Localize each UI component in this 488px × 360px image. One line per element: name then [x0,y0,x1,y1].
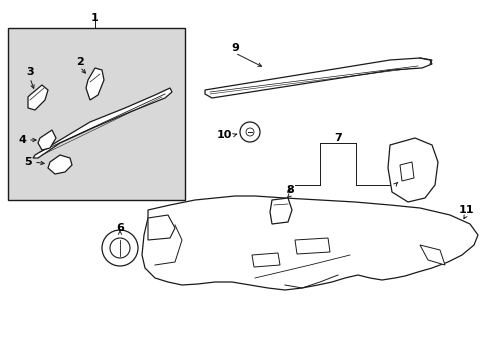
Text: 9: 9 [231,43,239,53]
Polygon shape [399,162,413,181]
Polygon shape [48,155,72,174]
Text: 1: 1 [91,13,99,23]
Polygon shape [204,58,431,98]
Polygon shape [86,68,104,100]
Text: 4: 4 [18,135,26,145]
Text: 3: 3 [26,67,34,77]
Polygon shape [251,253,280,267]
Polygon shape [148,215,175,240]
Polygon shape [294,238,329,254]
Bar [8,28,184,200]
Polygon shape [387,138,437,202]
Text: 2: 2 [76,57,84,67]
Text: 10: 10 [216,130,231,140]
Polygon shape [269,198,291,224]
Circle shape [110,238,130,258]
Polygon shape [33,88,172,158]
Circle shape [245,128,253,136]
Circle shape [102,230,138,266]
Polygon shape [38,130,56,150]
Circle shape [240,122,260,142]
Text: 11: 11 [457,205,473,215]
Text: 5: 5 [24,157,32,167]
Text: 8: 8 [285,185,293,195]
Polygon shape [419,245,444,265]
Polygon shape [28,85,48,110]
Polygon shape [142,196,477,290]
Text: 6: 6 [116,223,123,233]
Text: 7: 7 [333,133,341,143]
